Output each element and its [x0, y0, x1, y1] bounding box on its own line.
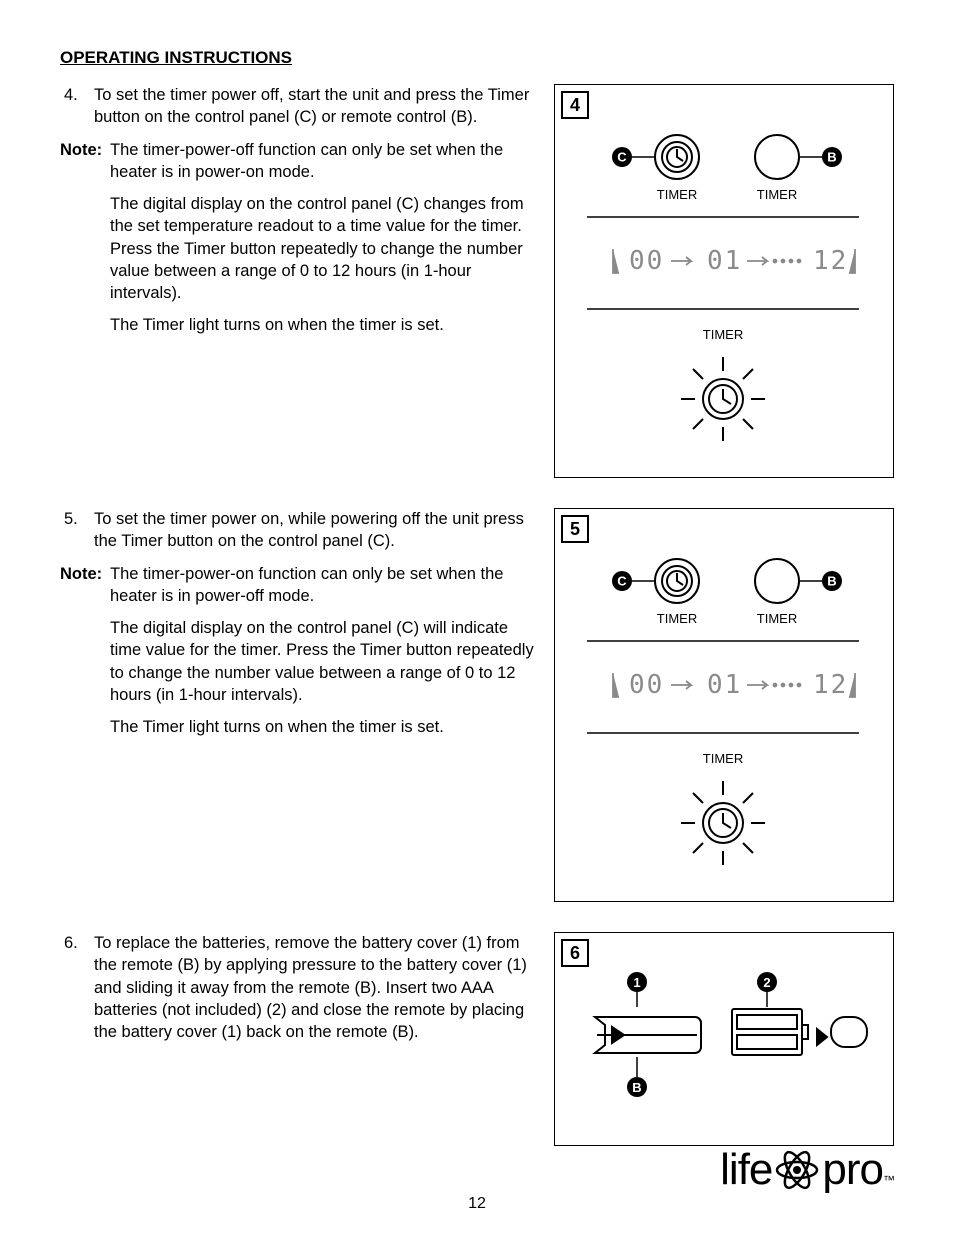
svg-text:TIMER: TIMER	[657, 187, 697, 202]
svg-text:TIMER: TIMER	[657, 611, 697, 626]
diagram-5-svg: C TIMER TIMER B 00 01 12	[567, 523, 879, 883]
logo-icon	[774, 1147, 820, 1193]
diagram-6: 6 1 2	[554, 932, 894, 1146]
diagram-6-col: 6 1 2	[554, 932, 894, 1156]
step-6-text: 6. To replace the batteries, remove the …	[60, 932, 534, 1053]
step-5-row: 5. To set the timer power on, while powe…	[60, 508, 894, 912]
step-4-para1: The digital display on the control panel…	[110, 193, 534, 304]
step-6-body: To replace the batteries, remove the bat…	[94, 932, 534, 1043]
page-number: 12	[0, 1195, 954, 1213]
diagram-5-col: 5 C TIMER TIMER B	[554, 508, 894, 912]
svg-text:C: C	[617, 150, 627, 165]
trademark-icon: ™	[883, 1173, 894, 1187]
diagram-6-svg: 1 2	[567, 947, 879, 1127]
step-5-body: To set the timer power on, while powerin…	[94, 508, 534, 553]
step-6-row: 6. To replace the batteries, remove the …	[60, 932, 894, 1156]
step-4-para2: The Timer light turns on when the timer …	[110, 314, 534, 336]
svg-text:B: B	[827, 150, 836, 165]
step-4-number: 4.	[60, 84, 94, 129]
svg-text:TIMER: TIMER	[757, 611, 797, 626]
svg-text:00: 00	[629, 246, 664, 276]
note-label: Note:	[60, 563, 110, 608]
svg-text:01: 01	[707, 670, 742, 700]
step-5-note: The timer-power-on function can only be …	[110, 563, 534, 608]
svg-text:01: 01	[707, 246, 742, 276]
diagram-4-badge: 4	[561, 91, 589, 119]
step-4-row: 4. To set the timer power off, start the…	[60, 84, 894, 488]
step-5-para2: The Timer light turns on when the timer …	[110, 716, 534, 738]
diagram-5: 5 C TIMER TIMER B	[554, 508, 894, 902]
step-4-body: To set the timer power off, start the un…	[94, 84, 534, 129]
svg-text:2: 2	[763, 975, 770, 990]
step-5-number: 5.	[60, 508, 94, 553]
svg-text:12: 12	[813, 670, 848, 700]
svg-text:TIMER: TIMER	[703, 751, 743, 766]
step-5-text: 5. To set the timer power on, while powe…	[60, 508, 534, 748]
note-label: Note:	[60, 139, 110, 184]
step-6-number: 6.	[60, 932, 94, 1043]
diagram-6-badge: 6	[561, 939, 589, 967]
diagram-4: 4 C TIMER TIMER	[554, 84, 894, 478]
brand-logo: life pro ™	[720, 1145, 894, 1195]
logo-text-right: pro	[822, 1145, 883, 1195]
svg-text:1: 1	[633, 975, 640, 990]
svg-text:12: 12	[813, 246, 848, 276]
svg-text:TIMER: TIMER	[703, 327, 743, 342]
svg-text:C: C	[617, 574, 627, 589]
diagram-4-svg: C TIMER TIMER B	[567, 99, 879, 459]
diagram-5-badge: 5	[561, 515, 589, 543]
section-heading: OPERATING INSTRUCTIONS	[60, 48, 894, 68]
diagram-4-col: 4 C TIMER TIMER	[554, 84, 894, 488]
svg-text:TIMER: TIMER	[757, 187, 797, 202]
step-4-text: 4. To set the timer power off, start the…	[60, 84, 534, 347]
step-4-note: The timer-power-off function can only be…	[110, 139, 534, 184]
svg-text:B: B	[632, 1080, 641, 1095]
svg-text:00: 00	[629, 670, 664, 700]
logo-text-left: life	[720, 1145, 772, 1195]
step-5-para1: The digital display on the control panel…	[110, 617, 534, 706]
svg-text:B: B	[827, 574, 836, 589]
